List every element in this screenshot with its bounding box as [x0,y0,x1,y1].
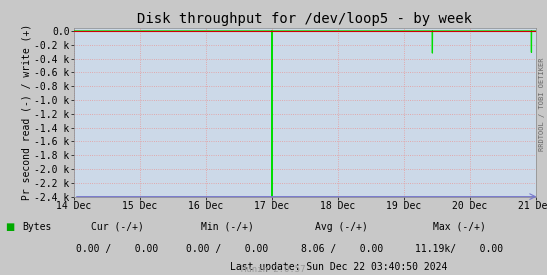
Text: 0.00 /    0.00: 0.00 / 0.00 [186,244,268,254]
Text: ■: ■ [5,222,15,232]
Y-axis label: Pr second read (-) / write (+): Pr second read (-) / write (+) [22,24,32,200]
Text: Bytes: Bytes [22,222,51,232]
Text: Avg (-/+): Avg (-/+) [316,222,368,232]
Text: Min (-/+): Min (-/+) [201,222,253,232]
Text: 11.19k/    0.00: 11.19k/ 0.00 [415,244,504,254]
Text: Last update: Sun Dec 22 03:40:50 2024: Last update: Sun Dec 22 03:40:50 2024 [230,262,448,272]
Text: 8.06 /    0.00: 8.06 / 0.00 [301,244,383,254]
Text: Munin 2.0.57: Munin 2.0.57 [241,265,306,274]
Text: RRDTOOL / TOBI OETIKER: RRDTOOL / TOBI OETIKER [539,58,545,151]
Text: Max (-/+): Max (-/+) [433,222,486,232]
Title: Disk throughput for /dev/loop5 - by week: Disk throughput for /dev/loop5 - by week [137,12,473,26]
Text: 0.00 /    0.00: 0.00 / 0.00 [77,244,159,254]
Text: Cur (-/+): Cur (-/+) [91,222,144,232]
